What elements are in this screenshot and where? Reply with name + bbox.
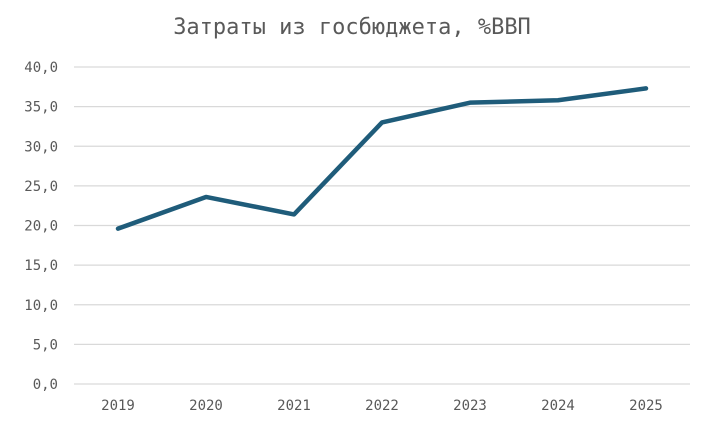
data-point — [556, 98, 560, 102]
y-tick-label: 0,0 — [33, 377, 58, 393]
gridlines — [74, 66, 690, 385]
data-point — [204, 195, 208, 199]
y-tick-label: 25,0 — [24, 179, 58, 195]
x-tick-label: 2022 — [365, 398, 399, 414]
data-point — [116, 227, 120, 231]
x-tick-label: 2019 — [101, 398, 135, 414]
series-line — [115, 86, 649, 231]
y-tick-label: 10,0 — [24, 298, 58, 314]
y-tick-label: 15,0 — [24, 258, 58, 274]
y-tick-label: 40,0 — [24, 60, 58, 76]
y-tick-label: 35,0 — [24, 100, 58, 116]
x-tick-label: 2020 — [189, 398, 223, 414]
x-tick-label: 2021 — [277, 398, 311, 414]
data-point — [292, 212, 296, 216]
y-tick-label: 5,0 — [33, 337, 58, 353]
x-axis-ticks: 2019 2020 2021 2022 2023 2024 2025 — [101, 398, 663, 414]
y-axis-ticks: 0,0 5,0 10,0 15,0 20,0 25,0 30,0 35,0 40,0 — [24, 60, 58, 393]
chart-title: Затраты из госбюджета, %ВВП — [173, 15, 531, 40]
x-tick-label: 2025 — [629, 398, 663, 414]
y-tick-label: 20,0 — [24, 219, 58, 235]
x-tick-label: 2024 — [541, 398, 575, 414]
data-point — [380, 120, 384, 124]
series-layer — [115, 86, 649, 231]
data-point — [644, 86, 648, 90]
data-point — [468, 101, 472, 105]
x-tick-label: 2023 — [453, 398, 487, 414]
y-tick-label: 30,0 — [24, 139, 58, 155]
